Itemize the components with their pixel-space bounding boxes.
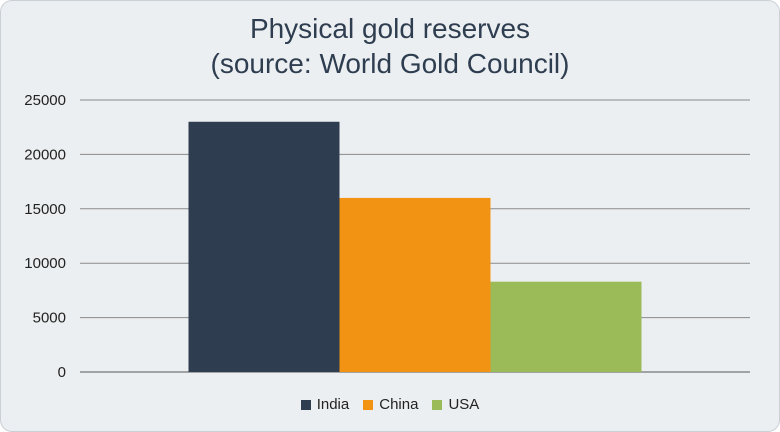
bar-china (339, 197, 491, 372)
y-tick-label: 5000 (33, 310, 66, 327)
chart-title: Physical gold reserves (source: World Go… (210, 13, 570, 79)
chart-legend: India China USA (0, 396, 780, 413)
y-tick-label: 10000 (24, 255, 66, 272)
legend-label: India (316, 396, 350, 413)
legend-swatch (432, 399, 443, 410)
y-tick-label: 15000 (24, 201, 66, 218)
legend-swatch (363, 399, 374, 410)
y-tick-label: 25000 (24, 92, 66, 109)
y-tick-label: 20000 (24, 146, 66, 163)
legend-item-china: China (363, 396, 418, 413)
legend-label: China (379, 396, 419, 413)
bar-usa (490, 281, 642, 372)
y-tick-label: 0 (58, 364, 66, 381)
legend-swatch (300, 399, 311, 410)
legend-item-india: India (300, 396, 350, 413)
legend-item-usa: USA (432, 396, 479, 413)
bar-india (188, 121, 340, 372)
legend-label: USA (448, 396, 480, 413)
